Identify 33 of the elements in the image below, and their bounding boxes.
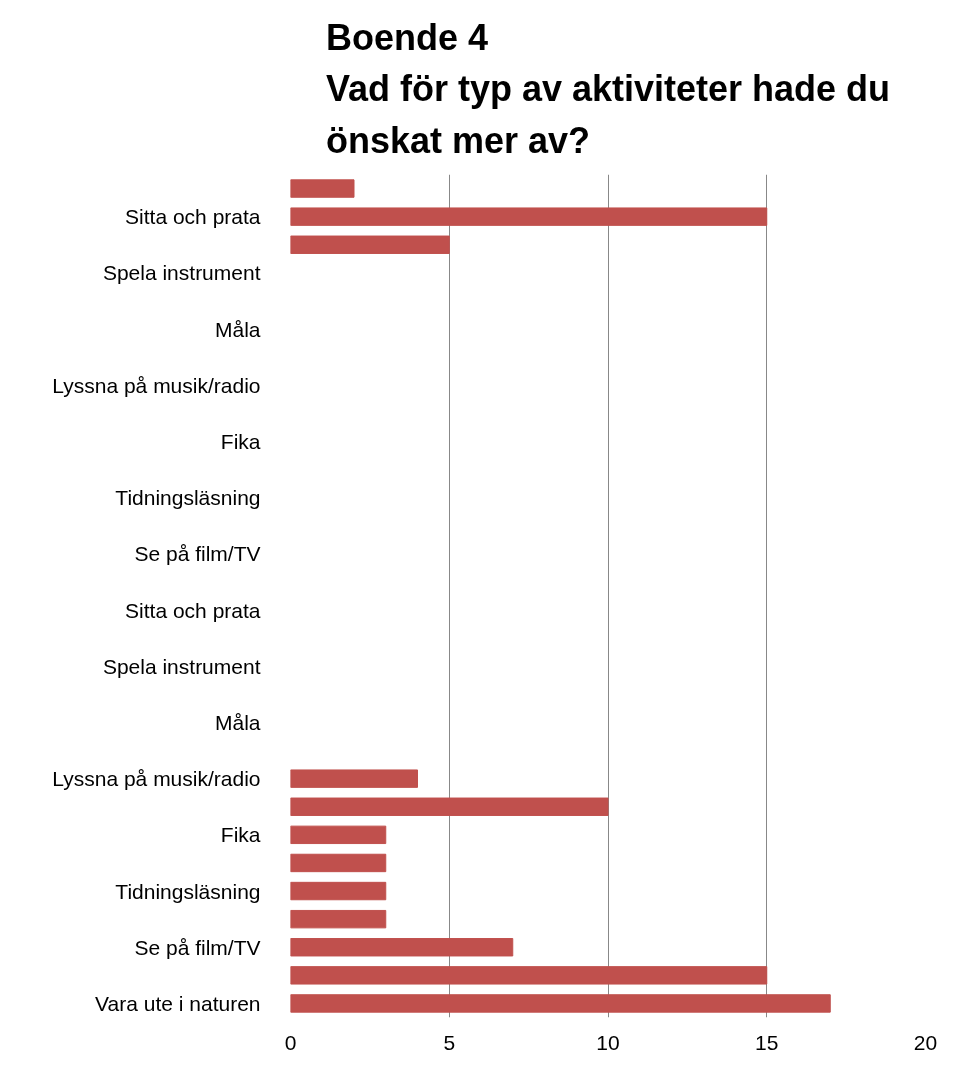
- bar: [290, 769, 418, 788]
- y-tick-label: Lyssna på musik/radio: [52, 373, 261, 397]
- y-tick-label: Se på film/TV: [134, 542, 261, 566]
- bar: [290, 797, 609, 816]
- y-tick-label: Lyssna på musik/radio: [52, 767, 261, 791]
- bar: [290, 825, 387, 845]
- y-tick-label: Måla: [214, 710, 261, 734]
- y-tick-label: Spela instrument: [102, 654, 261, 678]
- x-tick-label: 10: [596, 1030, 620, 1054]
- x-tick-label: 20: [913, 1030, 938, 1054]
- y-tick-label: Måla: [214, 317, 261, 341]
- y-tick-label: Tidningsläsning: [115, 879, 261, 903]
- x-tick-label: 15: [755, 1030, 779, 1054]
- y-tick-label: Fika: [220, 823, 261, 847]
- y-tick-label: Fika: [220, 429, 261, 453]
- bar: [290, 881, 387, 901]
- bar: [290, 179, 355, 198]
- y-tick-label: Vara ute i naturen: [95, 991, 261, 1015]
- y-tick-label: Spela instrument: [102, 261, 261, 285]
- y-tick-label: Se på film/TV: [134, 935, 261, 959]
- bar: [290, 966, 768, 985]
- bar: [290, 235, 450, 254]
- bar: [290, 938, 514, 957]
- bar: [290, 994, 831, 1013]
- y-tick-label: Tidningsläsning: [115, 486, 261, 510]
- bar: [290, 853, 387, 873]
- bar: [290, 909, 387, 929]
- x-tick-label: 5: [443, 1030, 456, 1054]
- bar: [290, 207, 768, 226]
- y-tick-label: Sitta och prata: [125, 205, 261, 229]
- chart-title: Boende 4 Vad för typ av aktiviteter hade du önskat mer av?: [325, 17, 891, 161]
- x-tick-label: 0: [284, 1030, 297, 1054]
- y-tick-label: Sitta och prata: [125, 598, 261, 622]
